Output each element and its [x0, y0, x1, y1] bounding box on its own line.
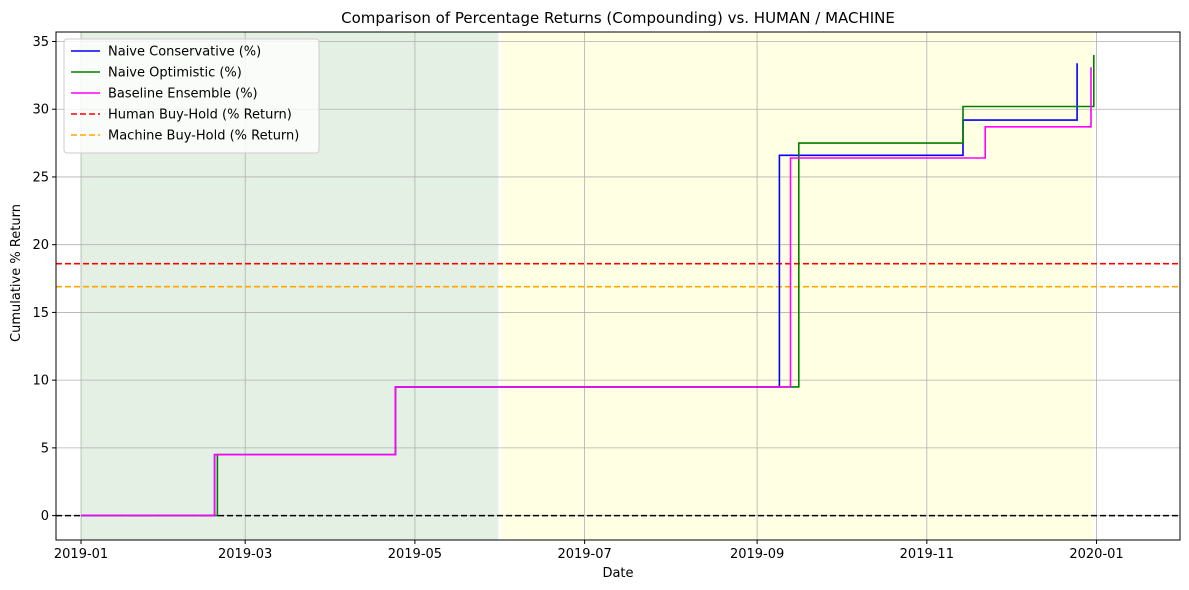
axis-ticks: 2019-01 2019-03 2019-05 2019-07 2019-09 2019-… — [32, 35, 1123, 562]
plot-frame — [55, 31, 1181, 541]
y-axis-label: Cumulative % Return — [9, 204, 24, 342]
x-tick-label-4: 2019-09 — [730, 547, 784, 562]
y-tick-label-1: 5 — [41, 441, 49, 456]
x-axis-label: Date — [602, 566, 633, 581]
legend-label-4: Machine Buy-Hold (% Return) — [108, 129, 299, 144]
x-tick-label-0: 2019-01 — [54, 547, 108, 562]
x-tick-label-2: 2019-05 — [388, 547, 442, 562]
y-tick-label-3: 15 — [32, 306, 49, 321]
y-tick-label-4: 20 — [32, 238, 49, 253]
x-tick-label-6: 2020-01 — [1069, 547, 1123, 562]
x-tick-label-5: 2019-11 — [900, 547, 954, 562]
y-tick-label-0: 0 — [41, 509, 49, 524]
series-line-2 — [81, 67, 1092, 517]
y-tick-label-5: 25 — [32, 170, 49, 185]
legend-label-1: Naive Optimistic (%) — [108, 66, 242, 81]
horizontal-lines — [56, 262, 1180, 517]
legend-label-0: Naive Conservative (%) — [108, 45, 261, 60]
legend-label-2: Baseline Ensemble (%) — [108, 87, 258, 102]
y-tick-label-6: 30 — [32, 103, 49, 118]
series-lines — [81, 55, 1095, 517]
y-tick-label-7: 35 — [32, 35, 49, 50]
y-tick-label-2: 10 — [32, 374, 49, 389]
legend-box — [63, 38, 320, 154]
x-tick-label-3: 2019-07 — [557, 547, 611, 562]
chart-title: Comparison of Percentage Returns (Compou… — [341, 9, 895, 27]
x-tick-label-1: 2019-03 — [218, 547, 272, 562]
legend-label-3: Human Buy-Hold (% Return) — [108, 108, 292, 123]
series-line-1 — [81, 55, 1095, 517]
legend: Naive Conservative (%) Naive Optimistic (… — [63, 38, 320, 154]
